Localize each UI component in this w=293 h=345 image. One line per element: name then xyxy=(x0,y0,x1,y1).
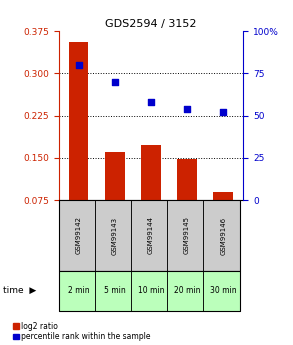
Bar xyxy=(167,200,203,271)
Bar xyxy=(131,200,167,271)
Text: GSM99142: GSM99142 xyxy=(76,216,81,255)
Bar xyxy=(167,271,203,310)
Text: 2 min: 2 min xyxy=(68,286,89,295)
Text: GSM99143: GSM99143 xyxy=(112,216,118,255)
Text: 10 min: 10 min xyxy=(138,286,164,295)
Point xyxy=(185,106,190,111)
Bar xyxy=(213,191,233,242)
Bar xyxy=(59,200,95,271)
Bar xyxy=(59,271,95,310)
Text: 5 min: 5 min xyxy=(104,286,126,295)
Text: GSM99144: GSM99144 xyxy=(148,216,154,255)
Bar xyxy=(141,146,161,242)
Bar xyxy=(177,159,197,242)
Bar xyxy=(131,271,167,310)
Text: GSM99146: GSM99146 xyxy=(220,216,226,255)
Legend: log2 ratio, percentile rank within the sample: log2 ratio, percentile rank within the s… xyxy=(13,322,151,341)
Text: time  ▶: time ▶ xyxy=(3,286,36,295)
Text: GSM99145: GSM99145 xyxy=(184,216,190,255)
Bar xyxy=(105,152,125,242)
Bar xyxy=(95,200,131,271)
Bar xyxy=(203,200,240,271)
Title: GDS2594 / 3152: GDS2594 / 3152 xyxy=(105,19,197,29)
Text: 30 min: 30 min xyxy=(210,286,236,295)
Bar xyxy=(203,271,240,310)
Bar xyxy=(95,271,131,310)
Bar xyxy=(69,42,88,242)
Point xyxy=(112,79,117,85)
Point xyxy=(221,109,226,115)
Point xyxy=(76,62,81,68)
Text: 20 min: 20 min xyxy=(174,286,200,295)
Point xyxy=(149,99,153,105)
